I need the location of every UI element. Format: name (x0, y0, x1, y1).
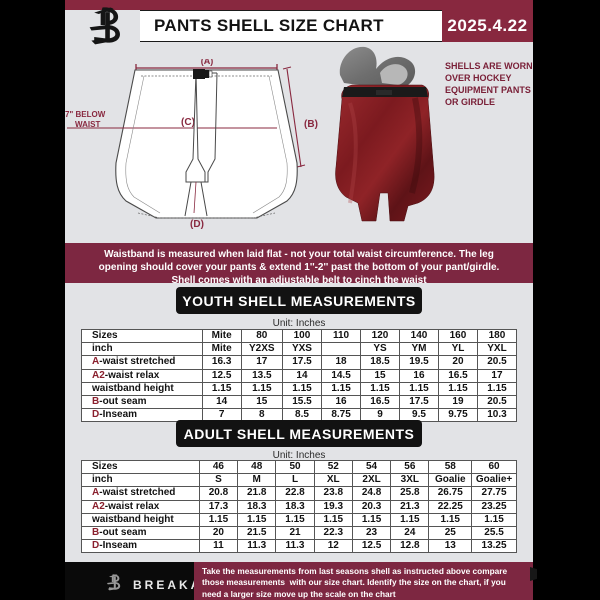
svg-text:(D): (D) (190, 219, 204, 230)
svg-text:(C): (C) (181, 117, 195, 128)
svg-text:7" BELOW: 7" BELOW (65, 110, 106, 119)
svg-text:(B): (B) (304, 119, 318, 130)
svg-text:(A): (A) (201, 59, 214, 66)
